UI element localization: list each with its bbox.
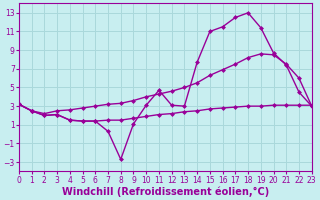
X-axis label: Windchill (Refroidissement éolien,°C): Windchill (Refroidissement éolien,°C) — [62, 186, 269, 197]
